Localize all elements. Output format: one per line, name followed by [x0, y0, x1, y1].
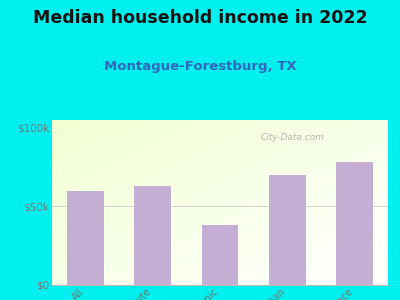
Bar — [202, 225, 238, 285]
Bar — [269, 175, 306, 285]
Bar — [336, 162, 373, 285]
Bar — [67, 191, 104, 285]
Text: Median household income in 2022: Median household income in 2022 — [33, 9, 367, 27]
Bar — [134, 186, 171, 285]
Text: Montague-Forestburg, TX: Montague-Forestburg, TX — [104, 60, 296, 73]
Text: City-Data.com: City-Data.com — [260, 133, 324, 142]
